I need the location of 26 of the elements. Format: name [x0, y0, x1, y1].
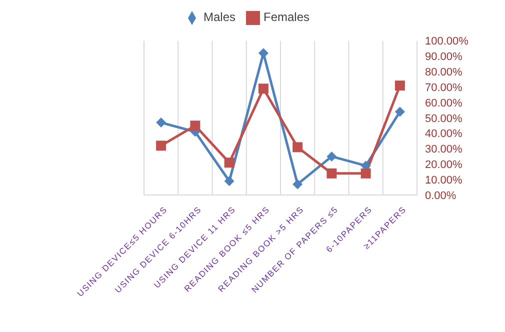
point [394, 80, 405, 91]
point [326, 168, 337, 178]
point [190, 120, 200, 131]
y-tick-label: 70.00% [425, 82, 463, 94]
point [156, 140, 166, 151]
y-tick-label: 100.00% [425, 36, 469, 48]
y-tick-label: 80.00% [425, 66, 463, 79]
point [326, 151, 337, 162]
y-tick-label: 90.00% [425, 51, 463, 64]
y-tick-label: 0.00% [425, 190, 456, 202]
legend-label: Males [203, 10, 236, 24]
point [224, 176, 234, 186]
y-tick-label: 30.00% [425, 144, 463, 156]
point [224, 158, 234, 168]
y-tick-label: 20.00% [425, 159, 463, 172]
y-tick-label: 60.00% [425, 97, 463, 110]
point [394, 106, 405, 117]
point [360, 168, 371, 178]
legend-label: Females [264, 10, 310, 24]
y-tick-label: 40.00% [425, 128, 463, 140]
point [292, 179, 303, 190]
point [156, 118, 166, 128]
point [258, 84, 268, 94]
y-tick-label: 50.00% [425, 112, 463, 125]
y-tick-label: 10.00% [425, 174, 463, 186]
point [292, 142, 303, 152]
